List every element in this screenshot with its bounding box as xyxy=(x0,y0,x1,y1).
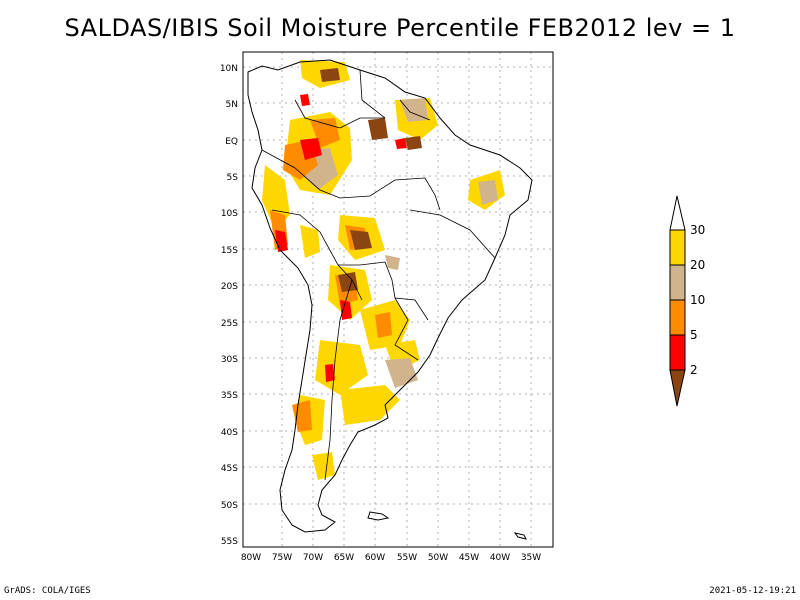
lon-label: 50W xyxy=(428,553,448,563)
legend-band-20-30 xyxy=(669,229,686,266)
lat-labels: 10N 5N EQ 5S 10S 15S 20S 25S 30S 35S 40S… xyxy=(220,64,238,547)
lon-label: 70W xyxy=(303,553,323,563)
chart-title: SALDAS/IBIS Soil Moisture Percentile FEB… xyxy=(64,14,736,42)
lat-label: 10S xyxy=(221,209,238,219)
lon-label: 35W xyxy=(521,553,541,563)
lat-label: 15S xyxy=(221,246,238,256)
legend-label: 30 xyxy=(690,223,705,237)
legend-label: 2 xyxy=(690,363,698,377)
lon-label: 65W xyxy=(334,553,354,563)
legend-label: 20 xyxy=(690,258,705,272)
lon-label: 60W xyxy=(365,553,385,563)
legend-top-arrow xyxy=(669,195,686,231)
footer-timestamp: 2021-05-12-19:21 xyxy=(709,586,796,596)
coastline xyxy=(247,59,533,540)
lat-label: 20S xyxy=(221,282,238,292)
lon-label: 40W xyxy=(490,553,510,563)
lat-label: 50S xyxy=(221,501,238,511)
footer-credit: GrADS: COLA/IGES xyxy=(4,586,91,596)
lon-labels: 80W 75W 70W 65W 60W 55W 50W 45W 40W 35W xyxy=(241,553,541,563)
legend-labels: 30 20 10 5 2 xyxy=(690,223,705,377)
lat-label: 5N xyxy=(226,100,238,110)
legend-bottom-arrow xyxy=(669,369,686,407)
lat-label: 45S xyxy=(221,464,238,474)
legend-label: 5 xyxy=(690,328,698,342)
lat-label: 55S xyxy=(221,537,238,547)
lat-label: 25S xyxy=(221,319,238,329)
lon-label: 55W xyxy=(397,553,417,563)
legend-label: 10 xyxy=(690,293,705,307)
lat-label: 10N xyxy=(220,64,238,74)
lat-label: 40S xyxy=(221,428,238,438)
legend-band-2-5 xyxy=(669,334,686,371)
color-legend xyxy=(669,195,686,407)
lat-label: 35S xyxy=(221,391,238,401)
lon-label: 45W xyxy=(459,553,479,563)
legend-band-5-10 xyxy=(669,299,686,336)
lat-label: 30S xyxy=(221,355,238,365)
lon-label: 75W xyxy=(272,553,292,563)
lat-label: 5S xyxy=(227,173,239,183)
legend-band-10-20 xyxy=(669,264,686,301)
lon-label: 80W xyxy=(241,553,261,563)
lat-label: EQ xyxy=(225,137,238,147)
data-field xyxy=(262,60,505,480)
country-borders xyxy=(261,69,496,481)
